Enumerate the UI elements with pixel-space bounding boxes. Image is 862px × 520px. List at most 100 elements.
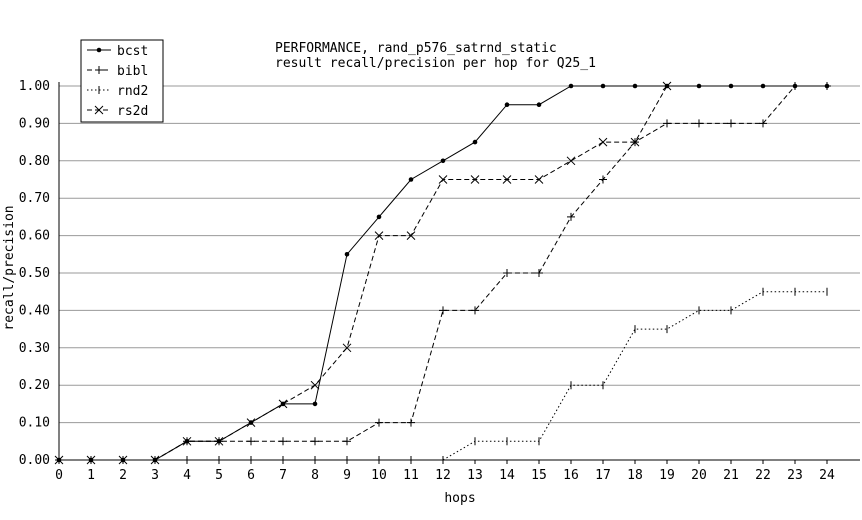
y-tick-label: 0.50 <box>19 266 50 281</box>
x-tick-label: 22 <box>755 468 771 483</box>
data-point-rs2d <box>150 455 160 465</box>
data-point-bibl <box>247 437 255 446</box>
data-point-rs2d <box>598 137 608 147</box>
data-point-bcst <box>568 83 574 89</box>
x-tick-label: 1 <box>87 468 95 483</box>
marker-dot <box>696 83 702 89</box>
gridlines <box>59 85 860 424</box>
series-line-rs2d <box>59 85 668 461</box>
marker-stroke <box>598 137 608 147</box>
data-point-rs2d <box>214 436 224 446</box>
data-point-bibl <box>535 269 543 277</box>
marker-dot <box>504 102 510 107</box>
marker-stroke <box>150 455 160 465</box>
data-point-rs2d <box>182 436 192 446</box>
data-point-rs2d <box>630 137 640 147</box>
data-point-bibl <box>791 82 799 90</box>
legend-marker-rs2d <box>94 105 104 115</box>
marker-stroke <box>214 436 224 446</box>
marker-stroke <box>662 81 672 91</box>
x-tick-label: 7 <box>279 468 287 483</box>
x-tick-label: 9 <box>343 468 351 483</box>
data-point-rs2d <box>502 175 512 184</box>
x-tick-label: 3 <box>151 468 159 483</box>
marker-dot <box>312 401 318 407</box>
data-point-bibl <box>759 119 767 128</box>
data-point-bcst <box>408 177 414 182</box>
marker-dot <box>536 102 542 107</box>
data-point-bcst <box>600 83 606 89</box>
marker-dot <box>568 83 574 89</box>
data-point-bibl <box>311 437 319 446</box>
marker-stroke <box>438 175 448 184</box>
plot-area <box>54 81 831 465</box>
data-point-bibl <box>823 82 831 90</box>
marker-stroke <box>278 399 288 409</box>
data-point-rs2d <box>566 156 576 166</box>
data-point-rs2d <box>54 455 64 465</box>
x-tick-label: 11 <box>403 468 419 483</box>
data-point-bcst <box>312 401 318 407</box>
marker-stroke <box>630 137 640 147</box>
data-point-bibl <box>727 119 735 128</box>
data-point-bibl <box>599 175 607 184</box>
x-tick-label: 10 <box>371 468 387 483</box>
data-point-bibl <box>663 119 671 128</box>
marker-dot <box>760 83 766 89</box>
data-point-bcst <box>504 102 510 107</box>
legend-label-rs2d: rs2d <box>117 104 148 119</box>
y-tick-label: 0.40 <box>19 303 50 318</box>
y-tick-label: 0.90 <box>19 116 50 131</box>
marker-dot <box>344 252 350 257</box>
data-point-bibl <box>407 418 415 427</box>
data-point-bibl <box>471 306 479 315</box>
data-point-rs2d <box>406 231 416 240</box>
x-tick-label: 13 <box>467 468 483 483</box>
marker-dot <box>96 47 102 53</box>
data-point-bcst <box>472 139 478 145</box>
legend-label-bcst: bcst <box>117 44 148 59</box>
marker-stroke <box>470 175 480 184</box>
marker-stroke <box>566 156 576 166</box>
marker-stroke <box>310 380 320 390</box>
y-tick-label: 0.10 <box>19 416 50 431</box>
marker-dot <box>728 83 734 89</box>
data-point-bcst <box>760 83 766 89</box>
data-point-rs2d <box>118 455 128 465</box>
x-tick-label: 0 <box>55 468 63 483</box>
marker-dot <box>408 177 414 182</box>
x-tick-label: 15 <box>531 468 547 483</box>
data-point-bcst <box>696 83 702 89</box>
marker-dot <box>632 83 638 89</box>
y-tick-label: 0.00 <box>19 453 50 468</box>
data-point-bcst <box>440 158 446 164</box>
data-point-bibl <box>375 418 383 427</box>
y-tick-label: 0.30 <box>19 341 50 356</box>
marker-stroke <box>534 175 544 184</box>
data-point-rs2d <box>310 380 320 390</box>
data-point-rs2d <box>438 175 448 184</box>
marker-stroke <box>54 455 64 465</box>
x-axis-label: hops <box>444 491 475 506</box>
legend-marker-bcst <box>96 47 102 53</box>
marker-stroke <box>374 231 384 240</box>
x-tick-label: 19 <box>659 468 675 483</box>
data-point-bcst <box>728 83 734 89</box>
data-point-bibl <box>695 119 703 128</box>
marker-dot <box>440 158 446 164</box>
data-point-bibl <box>503 269 511 277</box>
data-point-bcst <box>632 83 638 89</box>
x-tick-label: 6 <box>247 468 255 483</box>
x-tick-label: 14 <box>499 468 515 483</box>
marker-stroke <box>86 455 96 465</box>
data-point-rs2d <box>534 175 544 184</box>
y-axis-label: recall/precision <box>2 205 17 330</box>
y-tick-label: 0.60 <box>19 229 50 244</box>
y-tick-label: 0.70 <box>19 191 50 206</box>
data-point-rs2d <box>342 343 352 353</box>
y-tick-label: 0.80 <box>19 154 50 169</box>
data-point-bibl <box>343 437 351 446</box>
x-tick-label: 16 <box>563 468 579 483</box>
x-tick-label: 18 <box>627 468 643 483</box>
